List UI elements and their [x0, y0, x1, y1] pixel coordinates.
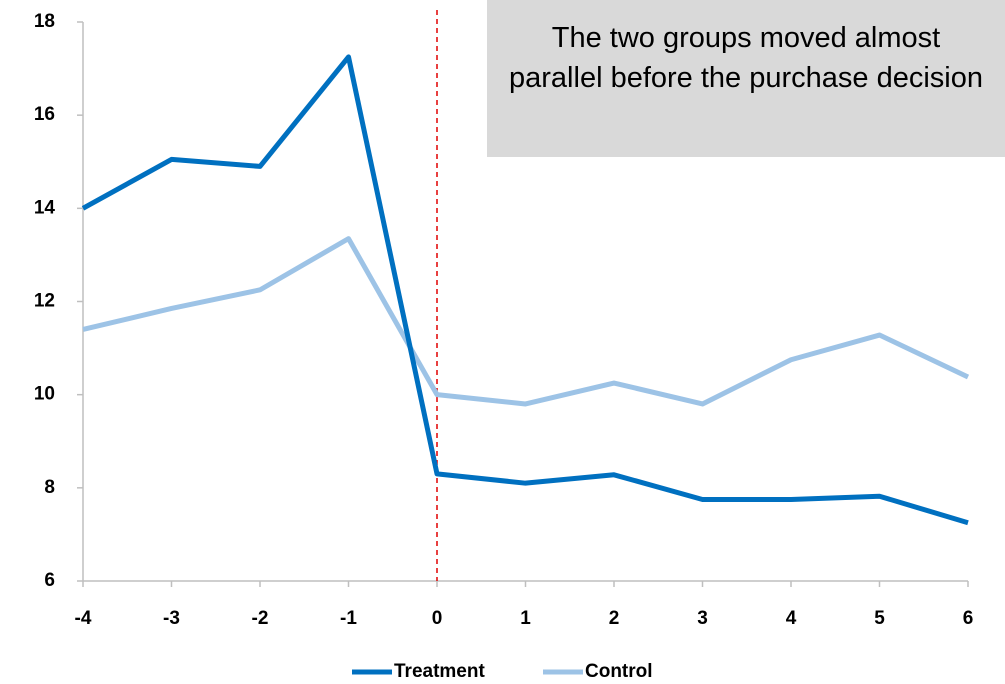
x-tick-label: 2 — [609, 608, 620, 629]
x-tick-label: -4 — [75, 608, 92, 629]
y-tick-label: 14 — [34, 197, 56, 218]
x-tick-label: 1 — [520, 608, 531, 629]
series-line — [81, 54, 969, 526]
x-tick-label: 5 — [874, 608, 885, 629]
series-line — [82, 236, 970, 407]
legend-label: Treatment — [394, 661, 485, 682]
x-tick-label: 3 — [697, 608, 708, 629]
x-tick-label: 4 — [786, 608, 797, 629]
x-tick-label: 0 — [432, 608, 443, 629]
x-tick-label: -2 — [252, 608, 269, 629]
x-tick-label: -3 — [163, 608, 180, 629]
legend-label: Control — [585, 661, 653, 682]
x-tick-label: -1 — [340, 608, 357, 629]
y-tick-label: 18 — [34, 11, 55, 32]
y-tick-label: 6 — [44, 570, 55, 591]
y-tick-label: 16 — [34, 104, 55, 125]
x-tick-label: 6 — [963, 608, 974, 629]
y-tick-label: 10 — [34, 384, 55, 405]
y-tick-label: 8 — [44, 477, 55, 498]
annotation: The two groups moved almost parallel bef… — [487, 0, 1005, 157]
y-tick-label: 12 — [34, 291, 55, 312]
